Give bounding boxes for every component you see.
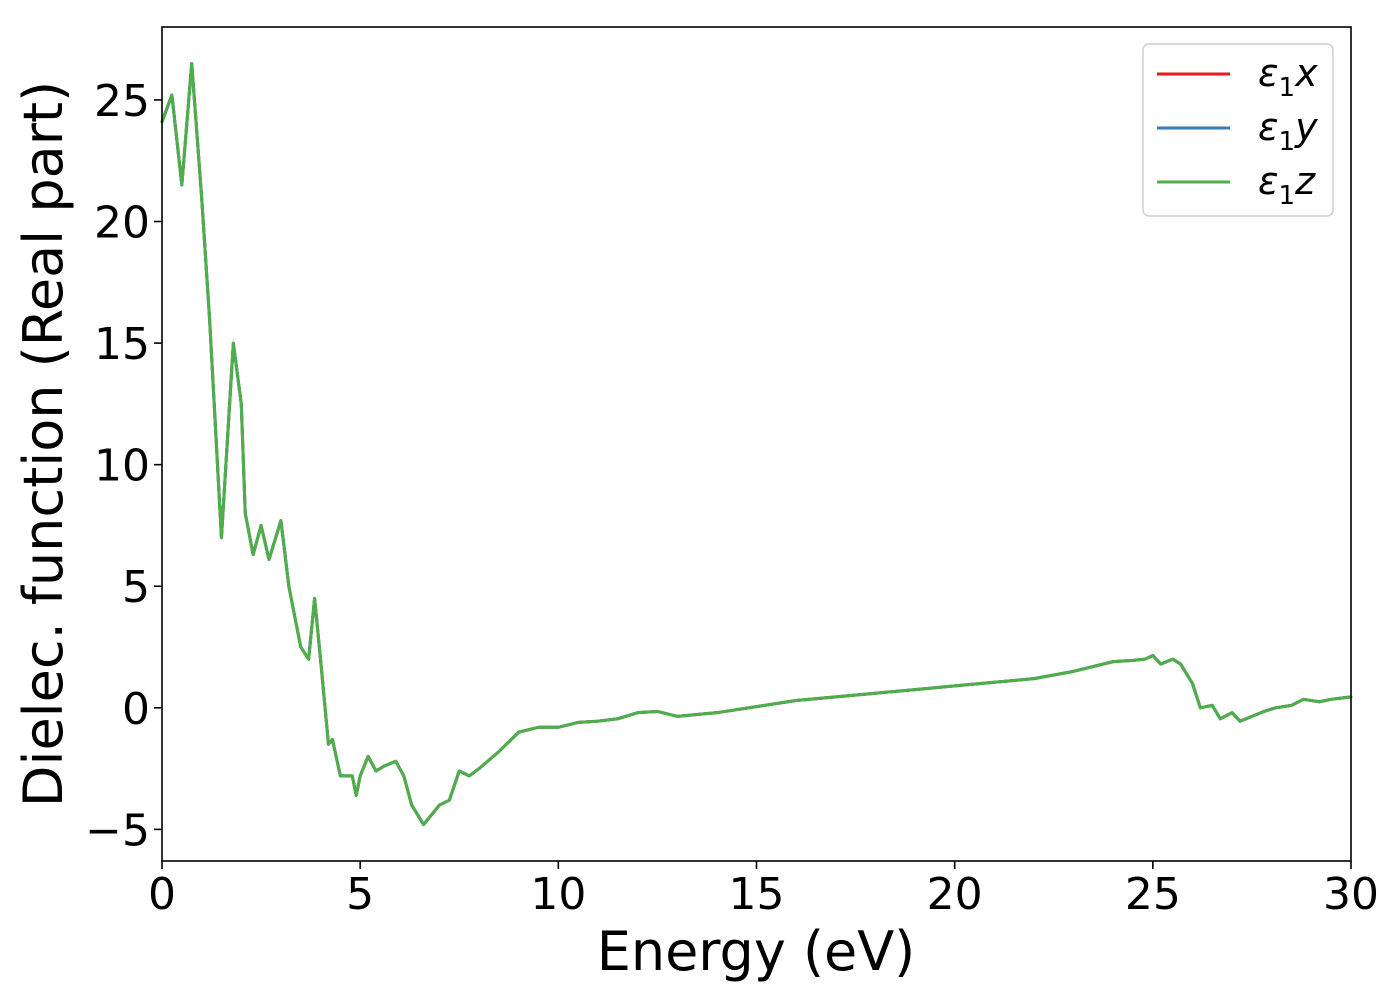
x-axis: 0 5 10 15 20 25 30 — [148, 861, 1379, 920]
y-tick-label: 5 — [122, 562, 150, 613]
y-axis-title: Dielec. function (Real part) — [12, 81, 75, 807]
x-tick-label: 30 — [1323, 869, 1379, 920]
y-tick-label: 25 — [94, 76, 150, 127]
legend-label: ε1y — [1258, 105, 1318, 157]
y-tick-label: 0 — [122, 684, 150, 735]
x-tick-label: 0 — [148, 869, 176, 920]
y-tick-label: 10 — [94, 441, 150, 492]
x-axis-title: Energy (eV) — [597, 920, 916, 983]
x-tick-label: 10 — [530, 869, 586, 920]
series-layer — [160, 61, 1353, 827]
x-tick-label: 25 — [1125, 869, 1181, 920]
legend-label: ε1z — [1258, 159, 1316, 211]
y-tick-label: 20 — [94, 198, 150, 249]
legend-box — [1142, 43, 1334, 217]
y-tick-label: −5 — [85, 805, 150, 856]
series-line-ε₁z — [160, 61, 1353, 827]
x-tick-label: 5 — [346, 869, 374, 920]
y-axis: −5 0 5 10 15 20 25 — [85, 76, 162, 856]
x-tick-label: 20 — [927, 869, 983, 920]
x-tick-label: 15 — [729, 869, 785, 920]
y-tick-label: 15 — [94, 319, 150, 370]
legend-label: ε1x — [1258, 51, 1318, 103]
